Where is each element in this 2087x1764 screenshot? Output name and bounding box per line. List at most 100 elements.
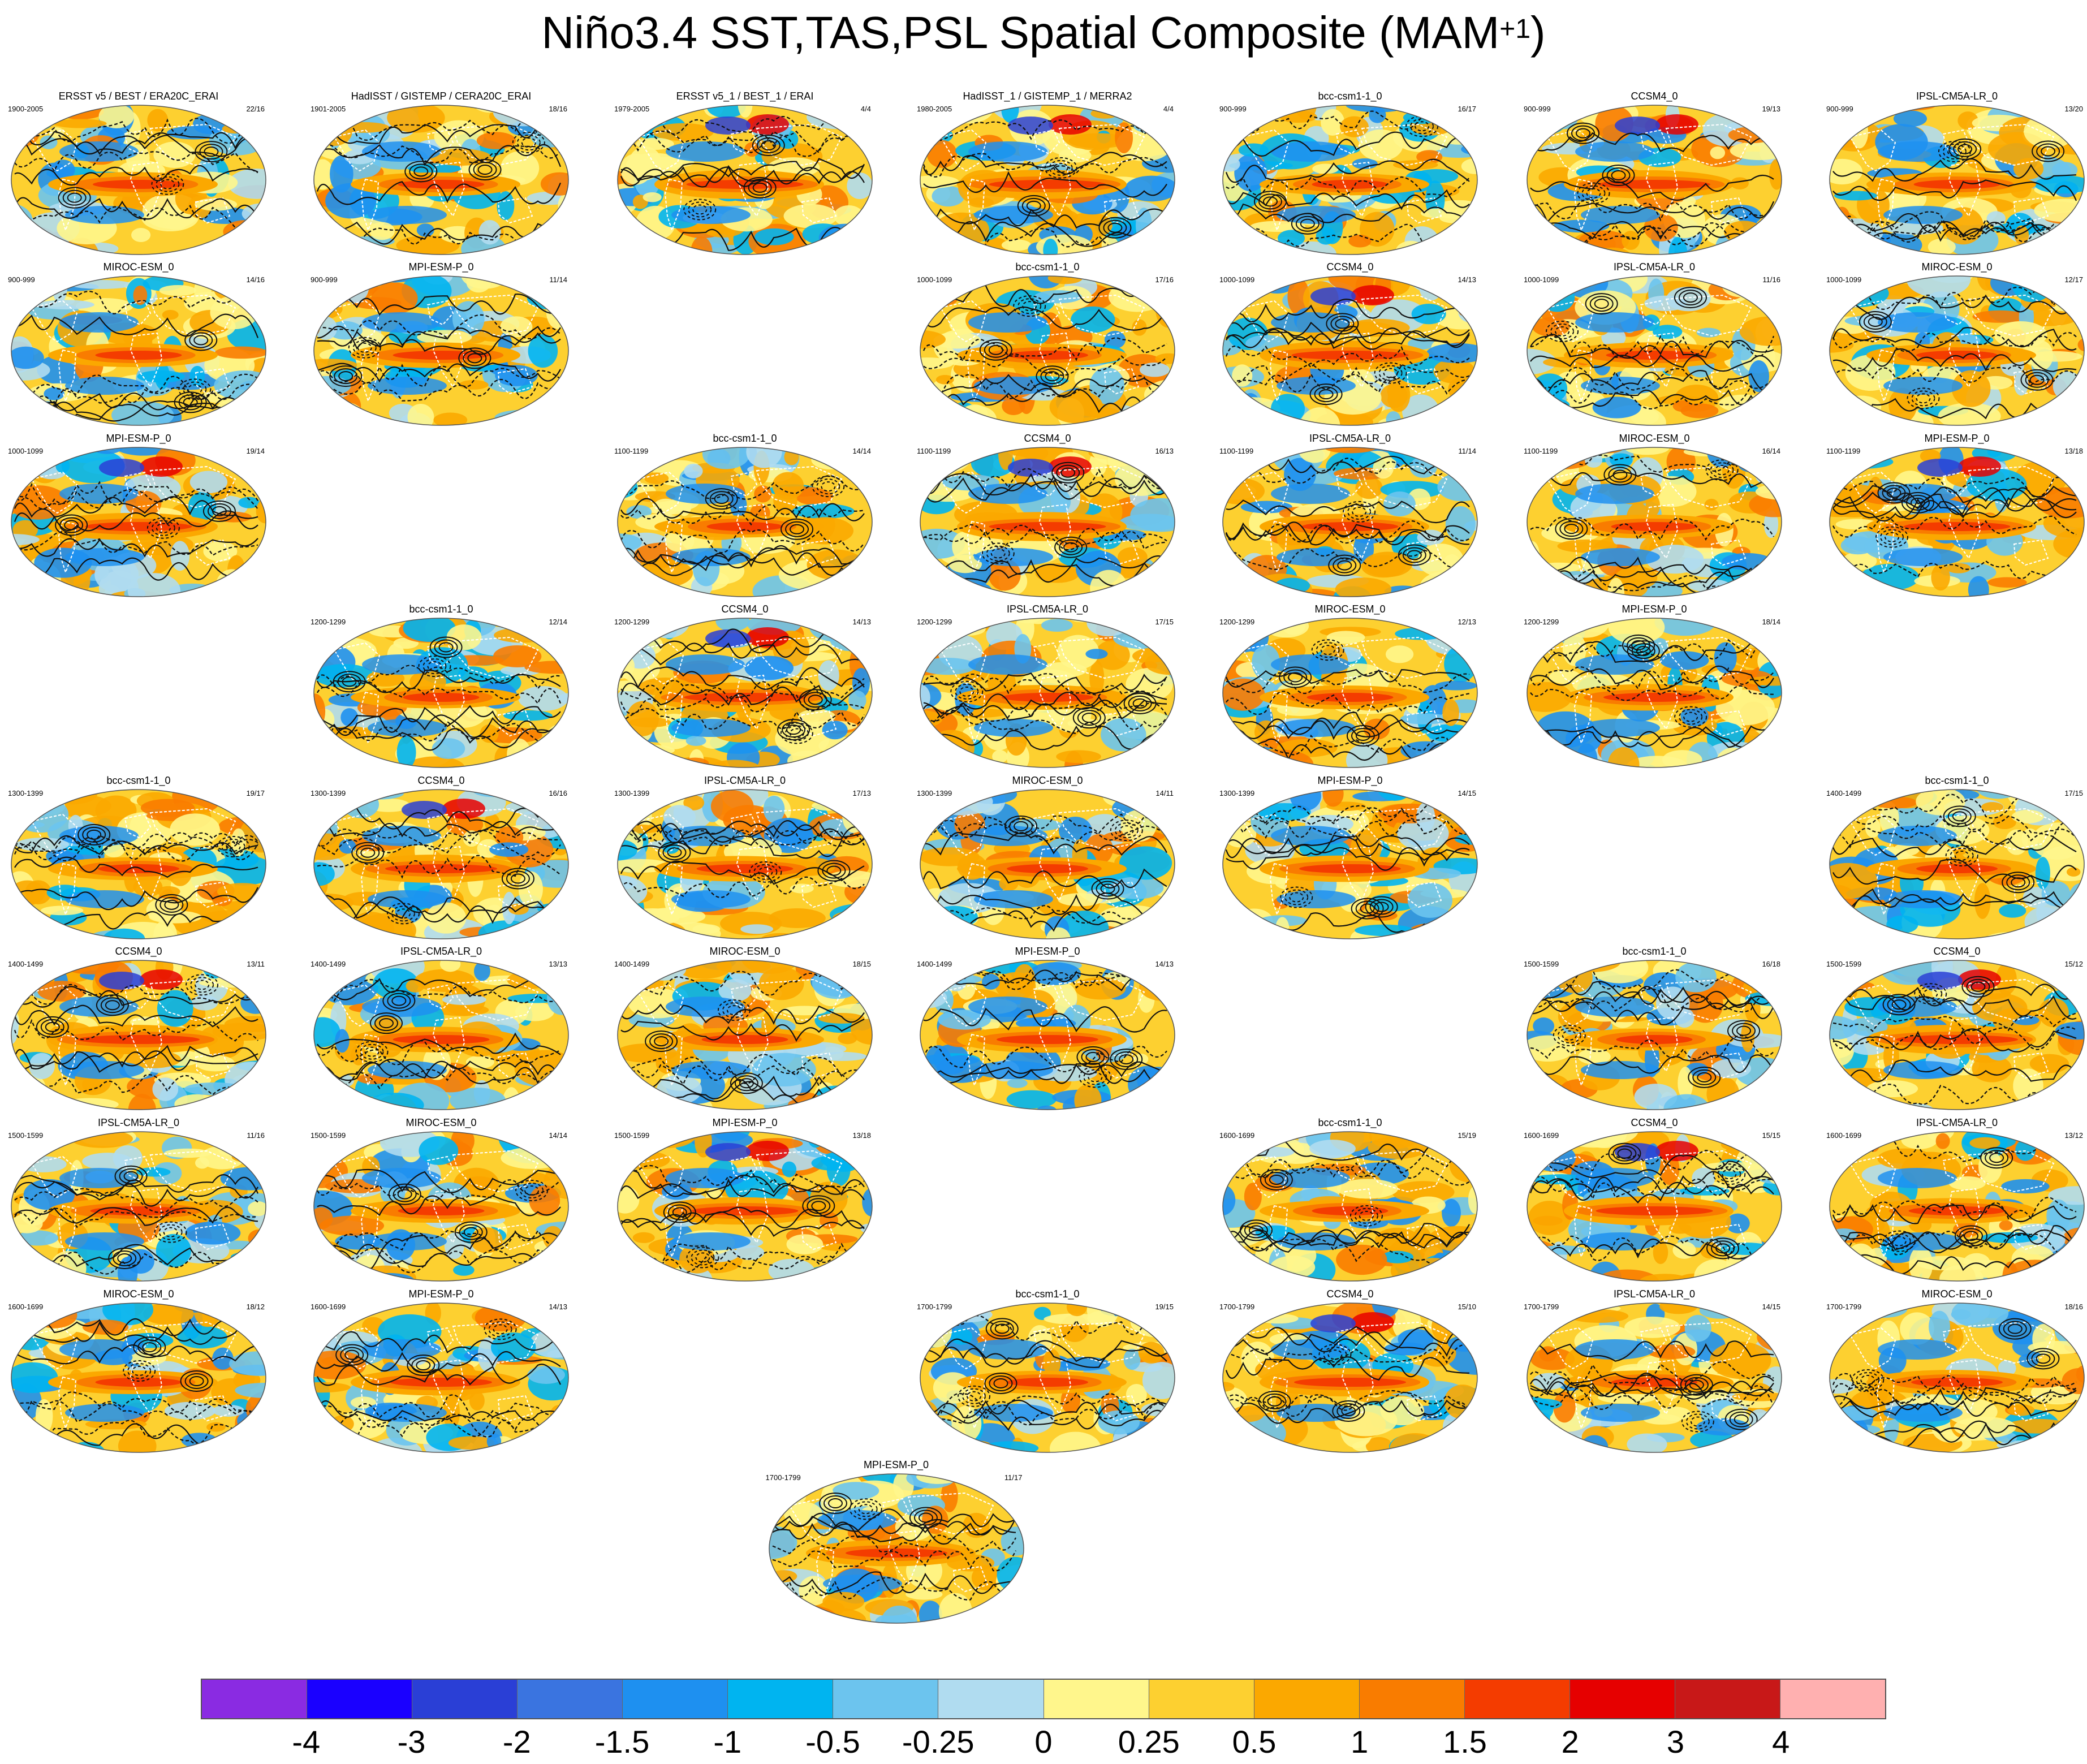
psl-contour bbox=[1114, 1051, 1139, 1067]
anomaly-blob bbox=[200, 243, 239, 255]
psl-contour bbox=[1060, 467, 1076, 478]
psl-contour bbox=[1009, 818, 1033, 834]
psl-contour bbox=[620, 555, 865, 578]
panel-years: 1500-1599 bbox=[1826, 960, 1862, 968]
psl-contour bbox=[1530, 370, 1774, 395]
anomaly-blob bbox=[1257, 1313, 1299, 1324]
warm-anomaly bbox=[1351, 1312, 1394, 1332]
coastline bbox=[664, 1205, 683, 1259]
panel-title: IPSL-CM5A-LR_0 bbox=[1309, 433, 1391, 444]
psl-contour bbox=[620, 498, 865, 521]
coastline bbox=[452, 636, 539, 679]
composite-map bbox=[11, 789, 266, 939]
psl-contour bbox=[1040, 368, 1064, 385]
psl-contour bbox=[1832, 836, 2077, 857]
cold-anomaly bbox=[671, 1061, 751, 1079]
anomaly-blob bbox=[1095, 640, 1130, 670]
anomaly-blob bbox=[798, 709, 836, 724]
panel-title: IPSL-CM5A-LR_0 bbox=[1916, 1117, 1998, 1128]
anomaly-blob bbox=[833, 227, 872, 255]
psl-contour bbox=[317, 1331, 561, 1354]
psl-contour bbox=[620, 503, 865, 526]
cold-anomaly bbox=[968, 654, 1047, 675]
enso-tongue-core bbox=[1916, 864, 1998, 873]
panel-title: MPI-ESM-P_0 bbox=[106, 433, 171, 444]
panel-count: 11/16 bbox=[1762, 275, 1780, 284]
psl-contour bbox=[14, 1207, 258, 1228]
psl-contour bbox=[524, 1185, 540, 1196]
composite-map bbox=[1527, 105, 1782, 255]
anomaly-blob bbox=[503, 1132, 533, 1137]
coastline bbox=[2013, 1052, 2049, 1079]
panel-years: 1200-1299 bbox=[917, 618, 952, 626]
panel-years: 1600-1699 bbox=[311, 1302, 346, 1311]
psl-contour bbox=[1262, 1393, 1287, 1409]
anomaly-blob bbox=[1527, 1412, 1551, 1425]
psl-contour bbox=[123, 1171, 139, 1181]
panel-years: 900-999 bbox=[1524, 105, 1551, 113]
psl-contour bbox=[923, 171, 1167, 198]
coastline bbox=[1546, 129, 1594, 172]
psl-contour bbox=[1832, 827, 2077, 849]
composite-map bbox=[920, 618, 1175, 768]
psl-contour bbox=[1546, 320, 1579, 342]
psl-contour bbox=[743, 176, 777, 199]
anomaly-blob bbox=[113, 1145, 143, 1171]
anomaly-blob bbox=[920, 1433, 949, 1447]
psl-contour bbox=[620, 1243, 865, 1270]
coastline bbox=[939, 300, 987, 343]
coastline bbox=[195, 881, 231, 908]
psl-contour bbox=[374, 1015, 398, 1032]
anomaly-blob bbox=[11, 1362, 58, 1394]
anomaly-blob bbox=[1244, 1183, 1262, 1211]
anomaly-blob bbox=[2064, 919, 2084, 939]
anomaly-blob bbox=[1577, 1049, 1611, 1065]
psl-contour bbox=[477, 165, 493, 175]
panel-title: bcc-csm1-1_0 bbox=[1622, 946, 1687, 957]
anomaly-blob bbox=[314, 833, 352, 860]
psl-contour bbox=[1332, 1400, 1365, 1422]
anomaly-blob bbox=[1149, 640, 1168, 652]
coastline bbox=[360, 1205, 380, 1259]
anomaly-blob bbox=[1336, 1244, 1387, 1275]
psl-contour bbox=[338, 371, 353, 382]
psl-contour bbox=[317, 1062, 561, 1085]
anomaly-blob bbox=[626, 701, 659, 736]
psl-contour bbox=[649, 1033, 674, 1050]
anomaly-blob bbox=[1769, 403, 1782, 415]
psl-contour bbox=[14, 1050, 258, 1073]
coastline bbox=[124, 300, 152, 326]
anomaly-blob bbox=[18, 1096, 71, 1105]
psl-contour bbox=[1832, 496, 2077, 520]
anomaly-blob bbox=[2046, 1199, 2071, 1233]
anomaly-blob bbox=[1096, 105, 1133, 110]
coastline bbox=[1103, 368, 1140, 395]
warm-anomaly bbox=[140, 456, 183, 477]
anomaly-blob bbox=[2070, 1239, 2084, 1271]
anomaly-blob bbox=[618, 1261, 654, 1281]
psl-contour bbox=[1529, 1238, 1774, 1261]
coastline bbox=[1948, 161, 1981, 218]
psl-contour bbox=[317, 144, 562, 167]
psl-contour bbox=[1226, 844, 1470, 871]
anomaly-blob bbox=[448, 1436, 495, 1450]
psl-contour bbox=[351, 842, 385, 864]
cold-anomaly bbox=[65, 377, 144, 395]
anomaly-blob bbox=[495, 826, 524, 848]
psl-contour bbox=[722, 1002, 746, 1019]
panel-count: 12/17 bbox=[2064, 275, 2083, 284]
anomaly-blob bbox=[2067, 465, 2084, 480]
anomaly-blob bbox=[164, 1148, 212, 1158]
psl-contour bbox=[1859, 310, 1892, 333]
cold-anomaly bbox=[362, 997, 441, 1017]
anomaly-blob bbox=[417, 330, 472, 344]
anomaly-blob bbox=[1369, 107, 1386, 123]
panel-count: 12/13 bbox=[1458, 618, 1476, 626]
psl-contour bbox=[1529, 637, 1774, 660]
coastline bbox=[497, 1223, 533, 1250]
anomaly-blob bbox=[618, 452, 636, 488]
psl-contour bbox=[468, 159, 502, 181]
coastline bbox=[333, 1155, 381, 1198]
coastline bbox=[1876, 520, 1895, 575]
psl-contour bbox=[1918, 986, 1943, 1002]
